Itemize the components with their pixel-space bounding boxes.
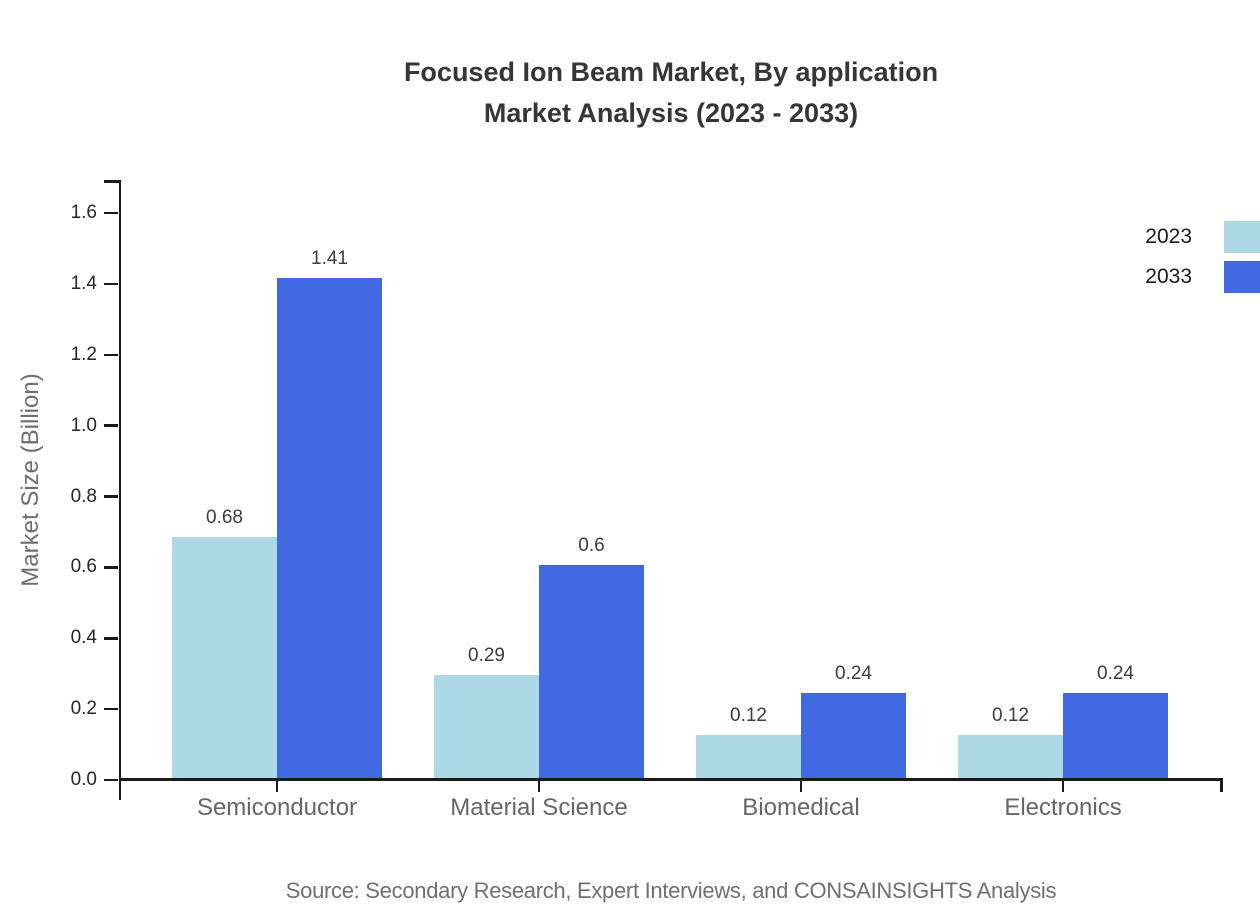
y-tick-mark xyxy=(104,495,118,498)
y-axis-title: Market Size (Billion) xyxy=(17,373,44,587)
plot-area: 0.0 0.2 0.4 0.6 0.8 1.0 1.2 1.4 1.6 Semiconductor… xyxy=(71,180,1223,821)
bar-value-2033-electronics: 0.24 xyxy=(1097,662,1134,684)
x-axis-end-tick xyxy=(1220,778,1223,792)
y-tick-mark xyxy=(104,707,118,711)
y-axis-line xyxy=(118,180,121,800)
source-text: Source: Secondary Research, Expert Inter… xyxy=(285,878,1057,903)
bar-value-2023-electronics: 0.12 xyxy=(992,705,1029,727)
bar-2023-biomedical xyxy=(696,735,801,778)
legend-swatch-2023 xyxy=(1224,221,1260,253)
bar-2023-material-science xyxy=(434,675,539,778)
chart-title-line1: Focused Ion Beam Market, By application xyxy=(403,57,939,87)
y-tick-label: 0.8 xyxy=(70,485,97,507)
category-label-material-science: Material Science xyxy=(450,794,628,821)
x-tick-mark xyxy=(799,778,803,792)
x-tick-mark xyxy=(537,778,541,792)
bar-value-2033-material-science: 0.6 xyxy=(578,535,605,557)
x-axis-line xyxy=(118,778,1223,781)
legend-item-2033: 2033 xyxy=(1145,261,1260,293)
bar-2023-semiconductor xyxy=(172,537,277,778)
y-tick-label: 1.0 xyxy=(70,414,97,436)
category-label-biomedical: Biomedical xyxy=(742,794,860,821)
bar-2033-electronics xyxy=(1063,692,1168,778)
y-tick-label: 1.6 xyxy=(70,202,97,223)
y-tick-label: 0.0 xyxy=(70,769,97,790)
y-tick-mark xyxy=(104,637,118,640)
bar-value-2033-biomedical: 0.24 xyxy=(835,662,872,684)
legend: 2023 2033 xyxy=(1145,221,1260,301)
category-label-semiconductor: Semiconductor xyxy=(196,794,358,821)
y-tick-mark xyxy=(104,424,118,427)
bar-2033-semiconductor xyxy=(277,278,382,778)
bar-value-2023-biomedical: 0.12 xyxy=(730,705,767,727)
y-tick-label: 0.6 xyxy=(70,556,97,578)
legend-label-2033: 2033 xyxy=(1145,265,1192,288)
bar-2023-electronics xyxy=(958,735,1063,778)
category-label-electronics: Electronics xyxy=(1004,794,1122,821)
chart-title: Focused Ion Beam Market, By application … xyxy=(120,52,1222,134)
bar-2033-material-science xyxy=(539,565,644,778)
y-tick-mark xyxy=(104,566,118,569)
bar-value-2033-semiconductor: 1.41 xyxy=(311,248,348,270)
bar-value-2023-semiconductor: 0.68 xyxy=(206,507,243,529)
bar-2033-biomedical xyxy=(801,692,906,778)
x-tick-mark xyxy=(1061,778,1065,792)
x-tick-mark xyxy=(275,778,279,792)
y-tick-label: 1.4 xyxy=(70,272,97,294)
y-tick-mark xyxy=(104,778,118,782)
y-tick-label: 0.2 xyxy=(70,698,97,720)
legend-item-2023: 2023 xyxy=(1145,221,1260,253)
y-tick-label: 0.4 xyxy=(70,627,97,649)
legend-label-2023: 2023 xyxy=(1145,225,1192,248)
bar-value-2023-material-science: 0.29 xyxy=(468,645,505,667)
y-tick-mark xyxy=(104,211,118,215)
y-tick-mark xyxy=(104,282,118,286)
y-axis-end-tick xyxy=(104,180,119,183)
y-tick-mark xyxy=(104,353,118,356)
legend-swatch-2033 xyxy=(1224,261,1260,293)
y-tick-label: 1.2 xyxy=(70,343,97,365)
chart-title-line2: Market Analysis (2023 - 2033) xyxy=(483,98,859,128)
